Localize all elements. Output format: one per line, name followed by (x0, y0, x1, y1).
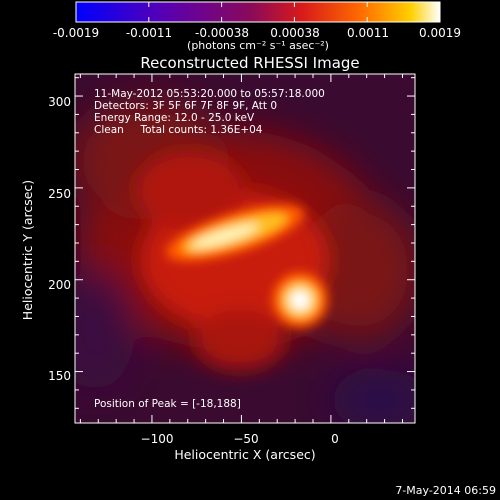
colorbar-tick-label-4: 0.0011 (347, 26, 389, 40)
emission-mid-upper (135, 150, 245, 230)
heatmap-image (75, 74, 415, 423)
colorbar-unit-label: (photons cm⁻² s⁻¹ asec⁻²) (187, 39, 329, 52)
chart-title: Reconstructed RHESSI Image (140, 54, 359, 72)
emission-mid-lower (195, 310, 285, 370)
colorbar-frame (75, 1, 441, 23)
emission-halo-right (300, 200, 415, 340)
y-tick-label-250: 250 (48, 187, 71, 201)
y-tick-label-300: 300 (48, 95, 71, 109)
colorbar-tick-marks (75, 2, 441, 22)
colorbar-tick-label-0: -0.0019 (53, 26, 99, 40)
plot-frame (74, 73, 416, 424)
colorbar-tick-label-2: -0.00038 (195, 26, 249, 40)
colorbar-tick-label-1: -0.0011 (126, 26, 172, 40)
heatmap-bright-sources (165, 204, 328, 328)
source-compact-core (290, 290, 310, 310)
footer-timestamp: 7-May-2014 06:59 (395, 484, 496, 497)
info-detectors: Detectors: 3F 5F 6F 7F 8F 9F, Att 0 (94, 100, 277, 112)
colorbar-tick-label-3: 0.00038 (270, 26, 320, 40)
y-tick-label-150: 150 (48, 369, 71, 383)
colorbar-tick-label-5: 0.0019 (419, 26, 461, 40)
info-peak-position: Position of Peak = [-18,188] (94, 398, 241, 410)
colorbar-gradient (76, 2, 440, 22)
x-tick-label-neg100: −100 (141, 432, 174, 446)
y-axis-label: Heliocentric Y (arcsec) (20, 180, 35, 320)
x-axis-label: Heliocentric X (arcsec) (174, 447, 315, 462)
info-clean-counts: Clean Total counts: 1.36E+04 (94, 124, 263, 136)
emission-dark-left (75, 270, 135, 390)
x-tick-label-0: 0 (331, 432, 339, 446)
x-tick-label-neg50: −50 (233, 432, 258, 446)
source-elongated-core (191, 224, 259, 248)
axis-tick-marks (75, 74, 415, 423)
colorbar: -0.0019 -0.0011 -0.00038 0.00038 0.0011 … (53, 1, 461, 52)
emission-dark-bottom-right (330, 370, 415, 423)
info-time-range: 11-May-2012 05:53:20.000 to 05:57:18.000 (94, 88, 325, 100)
y-tick-label-200: 200 (48, 278, 71, 292)
info-energy-range: Energy Range: 12.0 - 25.0 keV (94, 112, 255, 124)
